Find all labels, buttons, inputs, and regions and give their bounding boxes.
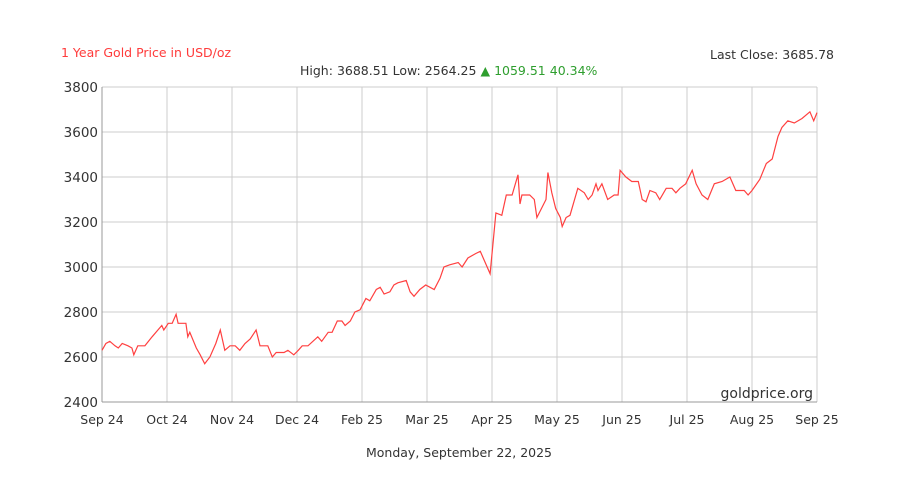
last-close-label: Last Close: <box>710 47 779 62</box>
y-tick-label: 2800 <box>64 305 98 321</box>
change-percent: 40.34% <box>549 63 598 78</box>
x-tick-label: Oct 24 <box>146 412 188 427</box>
change-value: 1059.51 <box>494 63 546 78</box>
y-tick-label: 3600 <box>64 125 98 141</box>
y-tick-label: 3200 <box>64 215 98 231</box>
x-tick-label: Dec 24 <box>275 412 319 427</box>
high-label: High: <box>300 63 333 78</box>
x-tick-label: May 25 <box>534 412 580 427</box>
watermark: goldprice.org <box>721 386 813 402</box>
x-tick-label: Feb 25 <box>341 412 383 427</box>
x-tick-label: Jun 25 <box>601 412 641 427</box>
y-tick-label: 2600 <box>64 350 98 366</box>
y-tick-label: 2400 <box>64 395 98 411</box>
x-tick-label: Aug 25 <box>730 412 774 427</box>
low-value: 2564.25 <box>424 63 477 78</box>
price-line <box>101 110 818 365</box>
price-stats: High: 3688.51 Low: 2564.25 ▲ 1059.51 40.… <box>300 63 597 78</box>
low-label: Low: <box>392 63 421 78</box>
chart-title: 1 Year Gold Price in USD/oz <box>61 45 232 60</box>
x-tick-label: Mar 25 <box>405 412 448 427</box>
chart-date: Monday, September 22, 2025 <box>366 445 552 460</box>
y-tick-label: 3000 <box>64 260 98 276</box>
y-tick-label: 3800 <box>64 80 98 96</box>
up-arrow-icon: ▲ <box>480 63 491 78</box>
x-tick-label: Jul 25 <box>669 412 705 427</box>
y-tick-label: 3400 <box>64 170 98 186</box>
x-tick-label: Nov 24 <box>210 412 254 427</box>
x-tick-label: Sep 25 <box>795 412 838 427</box>
last-close-value: 3685.78 <box>782 47 834 62</box>
x-tick-label: Sep 24 <box>80 412 123 427</box>
x-tick-label: Apr 25 <box>471 412 513 427</box>
last-close: Last Close: 3685.78 <box>710 47 834 62</box>
high-value: 3688.51 <box>336 63 389 78</box>
